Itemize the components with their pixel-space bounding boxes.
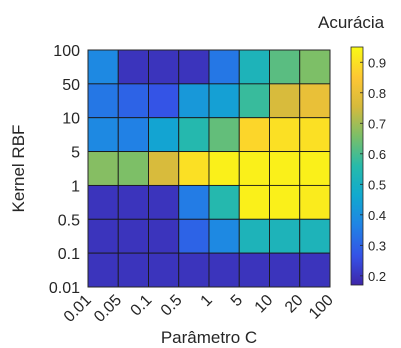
heatmap-cell	[238, 184, 270, 220]
y-tick-label: 5	[71, 145, 80, 162]
heatmap-cell	[178, 83, 210, 119]
heatmap-cell	[87, 49, 119, 85]
y-tick-label: 0.1	[58, 246, 80, 263]
heatmap-cell	[87, 117, 119, 153]
colorbar-title: Acurácia	[318, 13, 385, 32]
heatmap-cell	[178, 151, 210, 186]
x-tick-label: 0.5	[158, 292, 186, 320]
heatmap-cell	[148, 252, 180, 288]
heatmap-cell	[238, 218, 270, 254]
heatmap-cell	[299, 218, 331, 254]
heatmap-cell	[117, 151, 149, 186]
heatmap-cell	[208, 49, 240, 85]
heatmap-cell	[148, 151, 180, 186]
heatmap-cell	[87, 218, 119, 254]
heatmap-cell	[117, 184, 149, 220]
heatmap-cell	[238, 252, 270, 288]
heatmap-cell	[299, 83, 331, 119]
heatmap-cell	[208, 218, 240, 254]
heatmap-cell	[148, 117, 180, 153]
colorbar-tick-label: 0.2	[368, 269, 386, 284]
heatmap-cell	[87, 83, 119, 119]
colorbar-tick-label: 0.8	[368, 86, 386, 101]
heatmap-cell	[269, 184, 301, 220]
heatmap-cell	[269, 218, 301, 254]
heatmap-cell	[238, 83, 270, 119]
x-tick-label: 1	[198, 292, 216, 310]
x-tick-label: 5	[228, 292, 246, 310]
heatmap-cell	[238, 49, 270, 85]
heatmap-cell	[299, 151, 331, 186]
heatmap-cell	[269, 252, 301, 288]
heatmap-cell	[117, 117, 149, 153]
colorbar-tick-label: 0.5	[368, 177, 386, 192]
colorbar-tick-label: 0.4	[368, 208, 386, 223]
heatmap-cell	[269, 117, 301, 153]
heatmap-cell	[208, 83, 240, 119]
x-tick-label: 20	[282, 292, 307, 317]
x-tick-label: 0.1	[128, 292, 156, 320]
heatmap-cell	[178, 184, 210, 220]
colorbar-tick-label: 0.7	[368, 116, 386, 131]
heatmap-cell	[148, 218, 180, 254]
heatmap-cell	[117, 218, 149, 254]
x-tick-label: 100	[306, 292, 337, 323]
colorbar-tick-label: 0.9	[368, 55, 386, 70]
heatmap-cell	[87, 184, 119, 220]
x-tick-label: 0.05	[91, 292, 125, 326]
y-tick-label: 100	[53, 43, 80, 60]
heatmap-cell	[148, 83, 180, 119]
heatmap-cell	[238, 151, 270, 186]
heatmap-cells	[87, 49, 331, 288]
plot-area-frame	[87, 49, 331, 288]
heatmap-cell	[87, 151, 119, 186]
heatmap-cell	[208, 252, 240, 288]
y-axis-label: Kernel RBF	[9, 125, 28, 213]
heatmap-cell	[148, 49, 180, 85]
heatmap-cell	[299, 184, 331, 220]
colorbar-tick-label: 0.6	[368, 147, 386, 162]
heatmap-cell	[178, 252, 210, 288]
heatmap-cell	[269, 49, 301, 85]
y-tick-label: 0.5	[58, 212, 80, 229]
heatmap-cell	[117, 83, 149, 119]
y-tick-label: 0.01	[49, 280, 80, 297]
heatmap-cell	[178, 218, 210, 254]
heatmap-cell	[117, 252, 149, 288]
heatmap-cell	[208, 184, 240, 220]
heatmap-cell	[208, 151, 240, 186]
y-tick-label: 1	[71, 178, 80, 195]
heatmap-cell	[178, 117, 210, 153]
heatmap-cell	[238, 117, 270, 153]
heatmap-cell	[208, 117, 240, 153]
heatmap-cell	[299, 117, 331, 153]
colorbar-gradient	[350, 46, 364, 286]
y-axis-ticks: 100 50 10 5 1 0.5 0.1 0.01	[49, 43, 80, 297]
heatmap-cell	[269, 151, 301, 186]
heatmap-cell	[269, 83, 301, 119]
x-axis-label: Parâmetro C	[161, 328, 257, 347]
heatmap-cell	[87, 252, 119, 288]
heatmap-cell	[299, 49, 331, 85]
x-tick-label: 10	[252, 292, 277, 317]
x-axis-ticks: 0.010.05 0.1 0.5 1 5 10 20 100	[61, 292, 337, 326]
heatmap-cell	[148, 184, 180, 220]
colorbar: 0.9 0.8 0.7 0.6 0.5 0.4 0.3 0.2	[350, 46, 386, 286]
heatmap-cell	[299, 252, 331, 288]
colorbar-tick-label: 0.3	[368, 238, 386, 253]
y-tick-label: 50	[62, 77, 80, 94]
y-tick-label: 10	[62, 111, 80, 128]
heatmap-cell	[117, 49, 149, 85]
heatmap-cell	[178, 49, 210, 85]
